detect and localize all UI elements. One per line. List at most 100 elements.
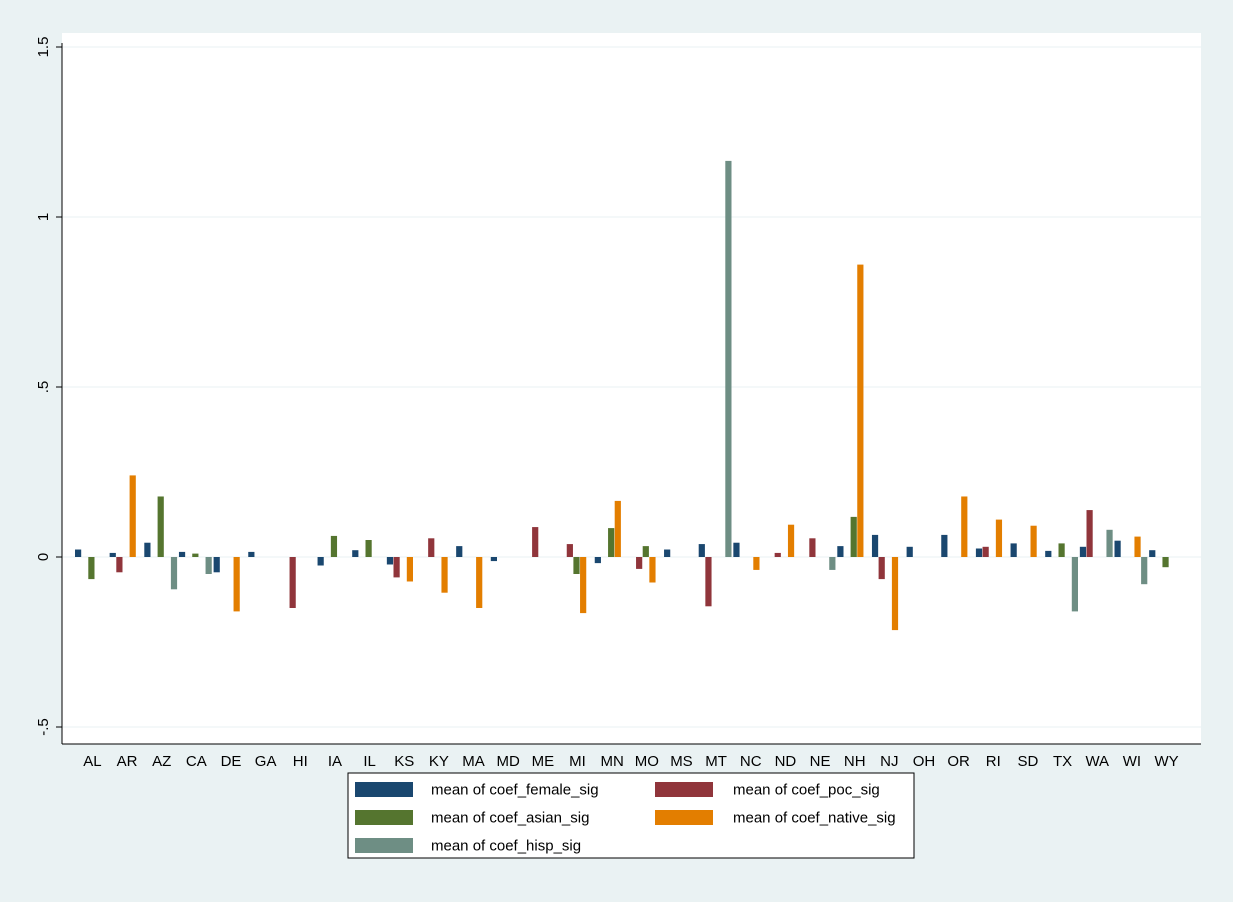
bar-ri-3: [995, 519, 1003, 557]
x-tick-label: HI: [293, 753, 308, 770]
bar-me-1: [532, 527, 539, 557]
x-tick-label: ND: [775, 753, 797, 770]
bar-de-3: [233, 557, 240, 612]
bar-ca-0: [178, 551, 186, 557]
bar-wy-2: [1162, 557, 1169, 568]
bar-mn-3: [614, 500, 621, 557]
x-tick-label: DE: [221, 753, 242, 770]
bar-mi-3: [580, 557, 587, 614]
y-tick-label: 1: [35, 213, 52, 221]
bar-ar-3: [129, 475, 136, 557]
x-tick-label: AL: [83, 753, 101, 770]
bar-nh-0: [837, 546, 844, 557]
bar-nh-2: [850, 516, 857, 557]
bar-ar-1: [116, 557, 123, 573]
bar-ne-4: [829, 557, 836, 570]
bar-wa-4: [1106, 529, 1113, 557]
legend-swatch: [355, 838, 413, 853]
bar-wi-4: [1141, 557, 1148, 585]
bar-wi-3: [1134, 536, 1141, 557]
bar-ia-2: [330, 535, 338, 557]
plot-area: [62, 33, 1201, 744]
bar-hi-1: [289, 557, 296, 608]
x-tick-label: NC: [740, 753, 762, 770]
bars: [75, 160, 1169, 631]
legend-label: mean of coef_native_sig: [733, 810, 896, 827]
bar-mo-3: [649, 557, 656, 583]
bar-mo-2: [642, 546, 649, 557]
x-tick-label: AR: [117, 753, 138, 770]
legend-box: [347, 772, 915, 859]
x-tick-label: MT: [705, 753, 727, 770]
legend-label: mean of coef_female_sig: [431, 782, 599, 799]
bar-il-0: [352, 550, 359, 557]
bar-al-2: [88, 557, 95, 580]
bar-oh-0: [906, 546, 913, 557]
bar-ga-0: [248, 551, 255, 557]
x-tick-label: RI: [986, 753, 1001, 770]
bar-ri-1: [982, 546, 989, 557]
bar-ia-0: [317, 557, 324, 566]
x-tick-label: CA: [186, 753, 207, 770]
bar-ca-4: [205, 557, 212, 574]
bar-ms-0: [664, 549, 671, 557]
x-tick-label: ME: [532, 753, 555, 770]
x-tick-label: WY: [1154, 753, 1178, 770]
bar-ca-2: [192, 553, 199, 557]
bar-ky-1: [428, 538, 435, 557]
legend-swatch: [655, 810, 713, 825]
bar-mt-1: [705, 557, 712, 607]
y-tick-label: 1.5: [35, 37, 52, 58]
legend-swatch: [355, 782, 413, 797]
bar-mt-4: [725, 160, 732, 557]
bar-sd-3: [1030, 525, 1037, 557]
x-tick-label: MO: [635, 753, 659, 770]
bar-tx-4: [1071, 557, 1078, 612]
x-tick-label: AZ: [152, 753, 171, 770]
legend-swatch: [655, 782, 713, 797]
bar-ar-0: [109, 552, 116, 557]
x-tick-label: KS: [394, 753, 414, 770]
x-tick-label: IL: [363, 753, 376, 770]
x-tick-label: MS: [670, 753, 693, 770]
y-tick-label: -.5: [35, 718, 52, 736]
bar-nj-1: [878, 557, 885, 580]
x-tick-label: MD: [497, 753, 520, 770]
bar-nj-0: [871, 534, 879, 557]
x-tick-label: IA: [328, 753, 342, 770]
bar-tx-0: [1045, 550, 1052, 557]
bar-az-4: [170, 557, 178, 590]
bar-al-0: [75, 549, 82, 557]
bar-mn-2: [608, 528, 615, 557]
bar-nj-3: [891, 557, 899, 631]
bar-tx-2: [1058, 543, 1065, 557]
x-tick-label: NJ: [880, 753, 898, 770]
bar-mi-1: [566, 544, 573, 557]
bar-ks-0: [386, 557, 394, 565]
legend-swatch: [355, 810, 413, 825]
legend: mean of coef_female_sig mean of coef_poc_…: [347, 772, 915, 859]
bar-mo-1: [636, 557, 643, 569]
bar-md-0: [490, 557, 497, 562]
legend-label: mean of coef_asian_sig: [431, 810, 589, 827]
bar-de-0: [213, 557, 220, 573]
bar-ks-3: [406, 557, 413, 582]
x-tick-label: MA: [462, 753, 485, 770]
x-tick-label: TX: [1053, 753, 1072, 770]
bar-ri-0: [975, 548, 983, 557]
bar-wa-1: [1086, 510, 1093, 557]
bar-nh-3: [857, 264, 864, 557]
x-tick-label: WI: [1123, 753, 1141, 770]
bar-or-3: [961, 496, 968, 557]
bar-ks-1: [393, 557, 400, 578]
axes: -.5 0 .5 1 1.5 AL AR AZ CA DE GA HI IA IL KS KY MA MD ME MI…: [35, 37, 1201, 770]
bar-ky-3: [441, 557, 448, 593]
y-tick-label: 0: [35, 553, 52, 561]
bar-sd-0: [1010, 543, 1017, 557]
y-tick-label: .5: [35, 381, 52, 394]
bar-or-0: [941, 534, 948, 557]
bar-mi-2: [573, 557, 580, 574]
x-tick-label: GA: [255, 753, 277, 770]
x-tick-label: WA: [1085, 753, 1109, 770]
